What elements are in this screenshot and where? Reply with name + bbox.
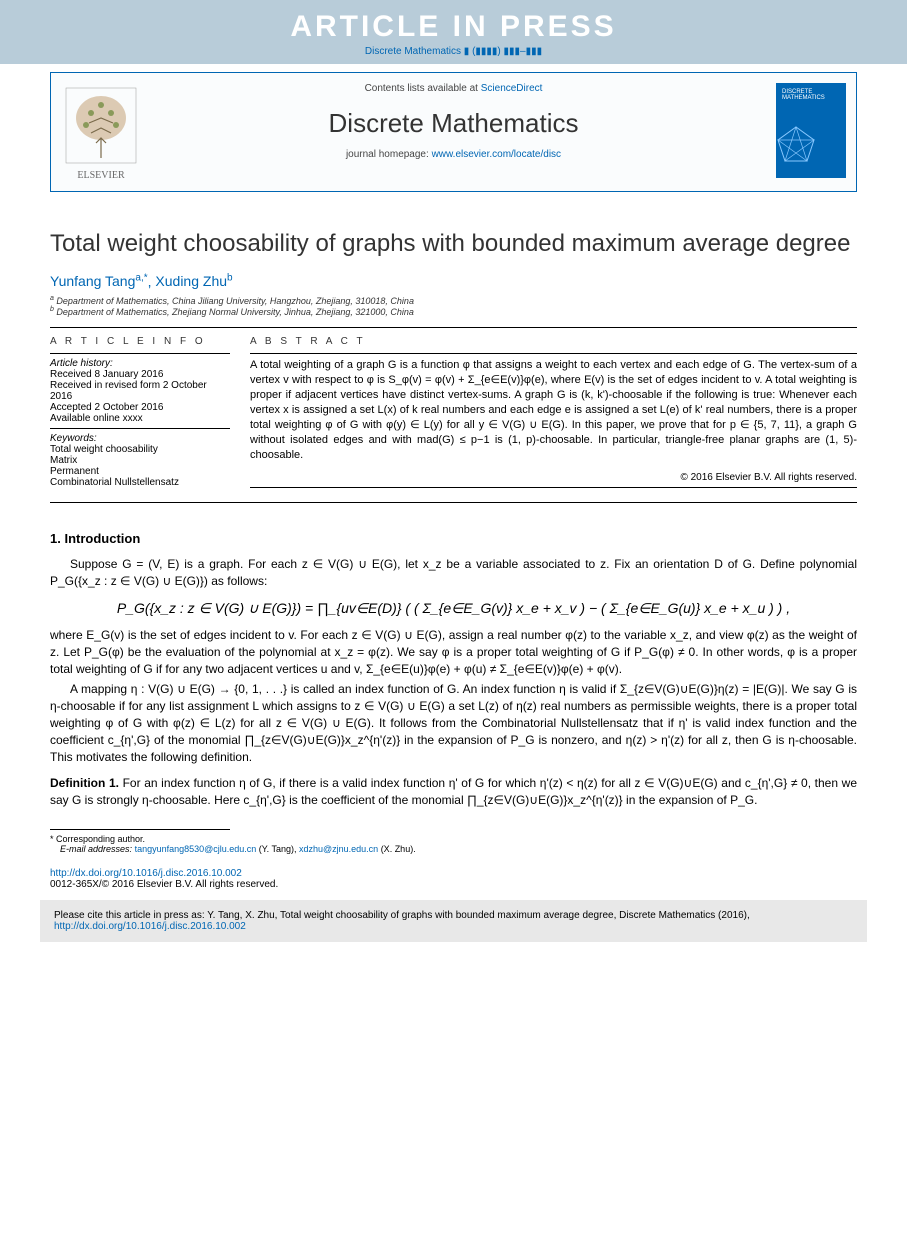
history-label: Article history: <box>50 358 230 369</box>
keyword-4: Combinatorial Nullstellensatz <box>50 477 230 488</box>
history-2: Received in revised form 2 October 2016 <box>50 380 230 402</box>
email-1[interactable]: tangyunfang8530@cjlu.edu.cn <box>135 844 257 854</box>
contents-line: Contents lists available at ScienceDirec… <box>51 83 856 94</box>
email-2[interactable]: xdzhu@zjnu.edu.cn <box>299 844 378 854</box>
cover-thumbnail: DISCRETE MATHEMATICS <box>776 83 846 178</box>
para-1: Suppose G = (V, E) is a graph. For each … <box>50 556 857 590</box>
affiliations: a Department of Mathematics, China Jilia… <box>50 295 857 317</box>
info-abstract-row: A R T I C L E I N F O Article history: R… <box>50 328 857 492</box>
doi-line: http://dx.doi.org/10.1016/j.disc.2016.10… <box>50 868 857 879</box>
press-banner: ARTICLE IN PRESS Discrete Mathematics ▮ … <box>0 0 907 64</box>
svg-text:ELSEVIER: ELSEVIER <box>77 170 125 181</box>
keyword-2: Matrix <box>50 455 230 466</box>
elsevier-logo: ELSEVIER <box>61 83 141 188</box>
affiliation-a: a Department of Mathematics, China Jilia… <box>50 295 857 306</box>
definition-1: Definition 1. For an index function η of… <box>50 775 857 809</box>
abstract-text: A total weighting of a graph G is a func… <box>250 358 857 462</box>
history-4: Available online xxxx <box>50 413 230 424</box>
keywords-label: Keywords: <box>50 433 230 444</box>
copyright: © 2016 Elsevier B.V. All rights reserved… <box>250 472 857 483</box>
body-text: Suppose G = (V, E) is a graph. For each … <box>50 556 857 590</box>
para-3: A mapping η : V(G) ∪ E(G) → {0, 1, . . .… <box>50 681 857 765</box>
info-heading: A R T I C L E I N F O <box>50 336 230 347</box>
author-2: Xuding Zhub <box>155 273 232 289</box>
corresponding-note: * Corresponding author. <box>50 834 857 844</box>
header-center: Contents lists available at ScienceDirec… <box>51 73 856 160</box>
abstract-heading: A B S T R A C T <box>250 336 857 347</box>
history-3: Accepted 2 October 2016 <box>50 402 230 413</box>
homepage-line: journal homepage: www.elsevier.com/locat… <box>51 149 856 160</box>
footnote-rule <box>50 829 230 830</box>
keyword-3: Permanent <box>50 466 230 477</box>
authors: Yunfang Tanga,*, Xuding Zhub <box>50 273 857 290</box>
para-2: where E_G(v) is the set of edges inciden… <box>50 627 857 677</box>
issn-line: 0012-365X/© 2016 Elsevier B.V. All right… <box>50 879 857 890</box>
sciencedirect-link[interactable]: ScienceDirect <box>481 83 543 94</box>
body-text: where E_G(v) is the set of edges inciden… <box>50 627 857 809</box>
history-1: Received 8 January 2016 <box>50 369 230 380</box>
doi-link[interactable]: http://dx.doi.org/10.1016/j.disc.2016.10… <box>50 868 242 879</box>
affiliation-b: b Department of Mathematics, Zhejiang No… <box>50 306 857 317</box>
keyword-1: Total weight choosability <box>50 444 230 455</box>
formula-1: P_G({x_z : z ∈ V(G) ∪ E(G)}) = ∏_{uv∈E(D… <box>50 600 857 617</box>
email-line: E-mail addresses: tangyunfang8530@cjlu.e… <box>50 844 857 854</box>
homepage-link[interactable]: www.elsevier.com/locate/disc <box>432 149 562 160</box>
banner-subtitle: Discrete Mathematics ▮ (▮▮▮▮) ▮▮▮–▮▮▮ <box>0 44 907 61</box>
journal-name: Discrete Mathematics <box>51 108 856 139</box>
journal-header: ELSEVIER Contents lists available at Sci… <box>50 72 857 192</box>
footnotes: * Corresponding author. E-mail addresses… <box>50 834 857 854</box>
cite-box: Please cite this article in press as: Y.… <box>40 900 867 942</box>
banner-title: ARTICLE IN PRESS <box>0 10 907 44</box>
article-info: A R T I C L E I N F O Article history: R… <box>50 336 250 492</box>
cite-doi-link[interactable]: http://dx.doi.org/10.1016/j.disc.2016.10… <box>54 921 246 932</box>
section-1-heading: 1. Introduction <box>50 531 857 546</box>
article-title: Total weight choosability of graphs with… <box>50 230 857 259</box>
author-1: Yunfang Tanga,* <box>50 273 148 289</box>
divider <box>50 502 857 503</box>
abstract: A B S T R A C T A total weighting of a g… <box>250 336 857 492</box>
